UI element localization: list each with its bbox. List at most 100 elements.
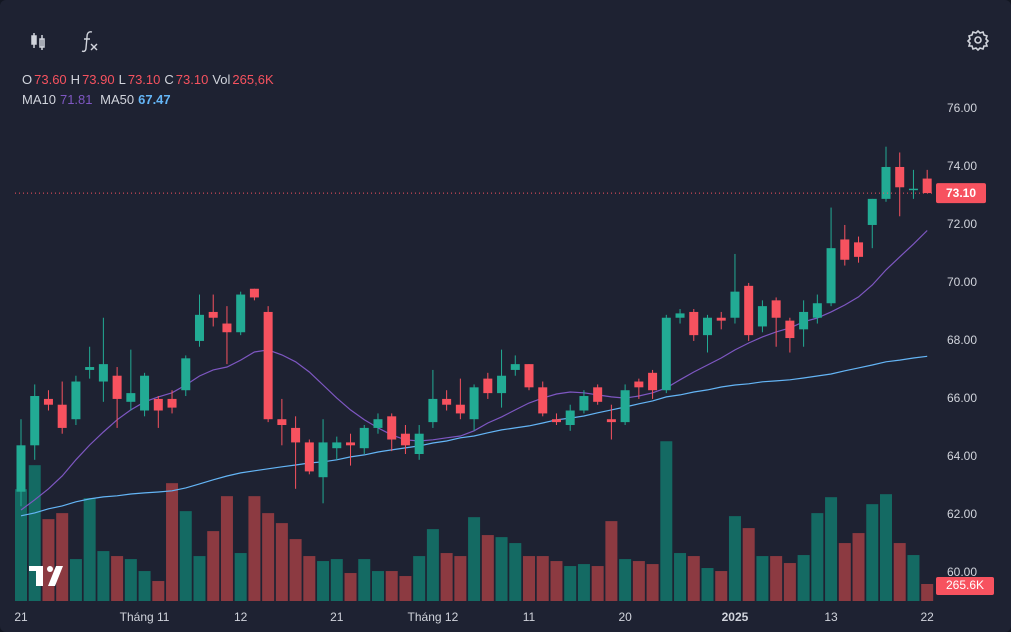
volume-bar [234,553,247,601]
last-price-label: 73.10 [946,186,976,200]
candle-body [181,358,191,391]
candle-body [812,303,822,318]
candle-body [703,317,712,336]
legend-key: C [164,72,174,87]
x-tick-label: Tháng 11 [120,610,170,624]
candle-body [167,398,177,408]
candle-body [277,419,287,426]
volume-bar [179,511,192,601]
ma-line [20,230,928,511]
volume-bar [893,543,906,601]
candle-body [414,433,424,455]
candle-body [263,311,273,420]
candle-body [112,375,122,399]
candle-body [43,398,53,405]
x-tick-label: 20 [618,610,632,624]
volume-bar [605,521,618,601]
volume-bar [83,498,96,601]
legend-key: L [118,72,126,87]
volume-bar [646,564,659,601]
candle-body [194,314,204,341]
y-tick-label: 62.00 [947,507,977,521]
candle-tool-icon[interactable] [31,33,45,50]
candle-body [469,387,479,420]
volume-bar [811,513,824,601]
candle-body [455,404,465,414]
candle-body [565,410,575,426]
candle-body [249,288,259,298]
volume-bar [728,516,741,601]
y-tick-label: 72.00 [947,217,977,231]
volume-bar [303,556,316,601]
candle-body [442,398,452,405]
candle-body [304,442,314,472]
volume-bar [825,497,838,601]
candle-body [428,398,438,423]
candle-body [222,323,232,333]
volume-bar [921,584,934,601]
volume-bar [440,553,453,601]
volume-bar [42,519,55,601]
candle-body [771,300,781,318]
ma-legend: MA10 71.81 MA50 67.47 [22,92,175,107]
volume-bar [536,556,549,601]
legend-value: 73.10 [127,72,161,87]
x-tick-label: 12 [234,610,248,624]
volume-bar [220,496,233,601]
candle-body [400,433,410,446]
candle-body [387,416,397,440]
candle-body [854,242,864,257]
candle-body [840,239,850,260]
ma-line [20,355,928,517]
volume-bar [399,576,412,601]
plot-area [15,146,934,601]
candle-body [538,387,548,414]
candle-body [16,445,26,492]
candle-body [551,419,561,423]
volume-bar [371,571,384,601]
volume-bar [56,513,69,601]
volume-bar [674,553,687,601]
volume-bar [687,556,700,601]
candle-body [318,442,328,478]
y-tick-label: 76.00 [947,101,977,115]
legend-key: O [22,72,33,87]
candle-body [332,442,342,449]
volume-bar [756,556,769,601]
settings-icon[interactable] [966,29,990,52]
x-tick-label: 22 [921,610,935,624]
candle-body [579,396,589,411]
volume-bar [783,563,796,601]
ma50-name: MA50 [100,92,135,107]
volume-bar [495,537,508,601]
y-tick-label: 64.00 [947,449,977,463]
candle-body [689,311,699,336]
candle-body [744,285,754,336]
indicators-icon[interactable] [81,31,98,53]
volume-bar [385,571,398,601]
volume-bar [330,559,343,601]
volume-bar [152,581,165,601]
legend-value: 265,6K [232,72,274,87]
candle-body [140,375,150,411]
candle-body [236,294,246,333]
candle-body [661,317,671,391]
candle-body [908,188,918,191]
candle-body [30,396,40,446]
candle-body [71,381,81,420]
x-tick-label: 11 [523,610,536,624]
last-volume-label: 265.6K [946,578,984,592]
volume-bar [879,494,892,601]
y-tick-label: 60.00 [947,565,977,579]
candle-body [126,393,136,402]
volume-bar [262,513,275,601]
volume-bar [289,539,302,601]
last-volume-tag [936,577,994,596]
legend-value: 73.10 [175,72,209,87]
volume-bar [509,543,522,601]
tradingview-logo[interactable] [29,566,63,586]
volume-bar [564,566,577,601]
volume-bar [632,561,645,601]
